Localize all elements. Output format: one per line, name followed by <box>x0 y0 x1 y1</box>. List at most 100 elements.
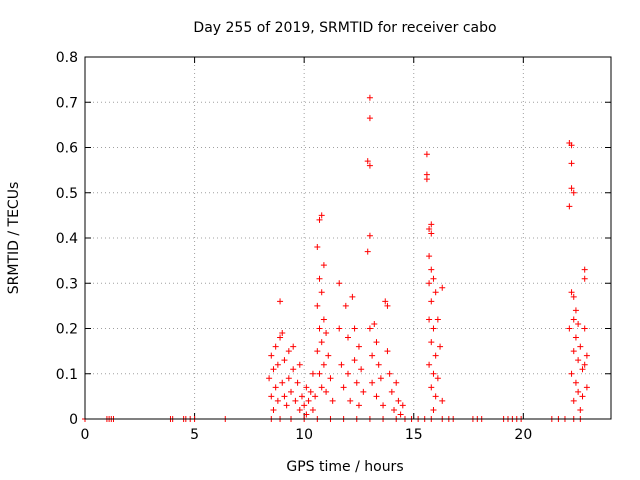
data-point <box>583 384 590 391</box>
data-point <box>325 352 332 359</box>
data-point <box>274 361 281 368</box>
data-point <box>380 402 387 409</box>
data-point <box>347 397 354 404</box>
data-point <box>342 302 349 309</box>
data-point <box>296 361 303 368</box>
data-point <box>336 325 343 332</box>
data-point <box>388 388 395 395</box>
data-point <box>320 361 327 368</box>
data-point <box>329 397 336 404</box>
data-point <box>437 343 444 350</box>
data-point <box>281 393 288 400</box>
data-point <box>382 298 389 305</box>
data-point <box>375 361 382 368</box>
x-tick-label: 10 <box>295 427 313 443</box>
data-point <box>581 325 588 332</box>
data-point <box>323 330 330 337</box>
chart-title: Day 255 of 2019, SRMTID for receiver cab… <box>193 20 496 36</box>
data-point <box>349 293 356 300</box>
data-point <box>366 115 373 122</box>
data-point <box>351 325 358 332</box>
y-tick-label: 0.7 <box>56 95 78 111</box>
data-point <box>397 411 404 418</box>
data-point <box>366 94 373 101</box>
data-point <box>577 343 584 350</box>
data-point <box>428 266 435 273</box>
y-tick-label: 0.3 <box>56 276 78 292</box>
data-point <box>270 406 277 413</box>
data-point <box>320 262 327 269</box>
data-point <box>566 203 573 210</box>
data-point <box>340 384 347 391</box>
data-point <box>426 280 433 287</box>
data-point <box>318 212 325 219</box>
data-point <box>288 388 295 395</box>
data-point <box>266 375 273 382</box>
data-point <box>426 316 433 323</box>
grid-lines <box>85 57 611 419</box>
data-point <box>384 348 391 355</box>
data-point <box>294 379 301 386</box>
y-tick-label: 0.6 <box>56 141 78 157</box>
data-point <box>572 334 579 341</box>
data-point <box>428 221 435 228</box>
data-point <box>432 393 439 400</box>
data-point <box>305 397 312 404</box>
data-point <box>301 402 308 409</box>
data-point <box>338 361 345 368</box>
data-point <box>432 352 439 359</box>
data-point <box>318 289 325 296</box>
data-point <box>423 151 430 158</box>
data-point <box>373 393 380 400</box>
data-point <box>577 406 584 413</box>
data-point <box>285 348 292 355</box>
data-point <box>285 375 292 382</box>
x-tick-label: 5 <box>190 427 199 443</box>
data-point <box>314 244 321 251</box>
data-point <box>353 379 360 386</box>
data-point <box>316 370 323 377</box>
data-point <box>366 325 373 332</box>
data-point <box>290 343 297 350</box>
y-axis-label: SRMTID / TECUs <box>6 182 22 295</box>
data-point <box>579 393 586 400</box>
data-point <box>579 366 586 373</box>
data-point <box>314 302 321 309</box>
data-point <box>568 289 575 296</box>
x-tick-label: 20 <box>514 427 532 443</box>
data-point <box>281 357 288 364</box>
y-tick-label: 0.5 <box>56 186 78 202</box>
y-tick-label: 0.8 <box>56 50 78 66</box>
data-point <box>364 158 371 165</box>
data-point <box>426 361 433 368</box>
data-point <box>570 293 577 300</box>
data-point <box>434 375 441 382</box>
data-point <box>274 397 281 404</box>
data-point <box>581 275 588 282</box>
data-point <box>345 334 351 341</box>
data-point <box>428 384 435 391</box>
data-point <box>307 388 314 395</box>
data-point <box>430 370 437 377</box>
y-tick-label: 0.2 <box>56 322 78 338</box>
data-point <box>369 352 376 359</box>
data-point <box>283 402 290 409</box>
data-point <box>581 361 588 368</box>
data-point <box>423 176 430 183</box>
data-point <box>279 379 286 386</box>
data-point <box>366 232 373 239</box>
data-point <box>303 384 310 391</box>
data-point <box>277 334 284 341</box>
data-point <box>570 348 577 355</box>
data-point <box>377 375 384 382</box>
data-point <box>369 379 376 386</box>
data-point <box>568 142 575 149</box>
data-point <box>345 370 351 377</box>
data-point <box>430 406 437 413</box>
plot-frame <box>84 56 612 420</box>
x-tick-label: 15 <box>405 427 423 443</box>
data-point <box>298 393 305 400</box>
data-point <box>312 393 319 400</box>
data-point <box>327 375 334 382</box>
